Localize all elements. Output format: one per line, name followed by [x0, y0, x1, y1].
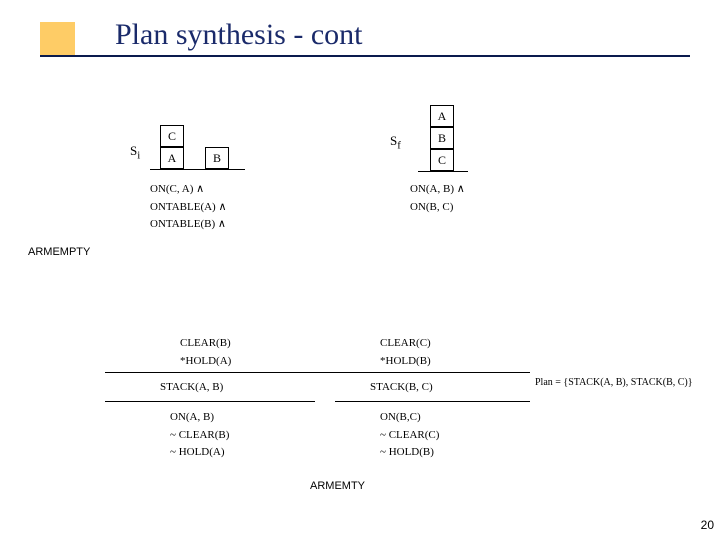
right-below: ON(B,C) ~ CLEAR(C) ~ HOLD(B): [380, 409, 439, 462]
hr-top: [105, 372, 530, 373]
plan-text: Plan = {STACK(A, B), STACK(B, C)}: [535, 377, 693, 388]
left-below-2: ~ CLEAR(B): [170, 427, 229, 445]
armempty-label: ARMEMPTY: [28, 246, 90, 258]
left-action: STACK(A, B): [160, 379, 223, 397]
si-pred-2: ONTABLE(A) ∧: [150, 199, 227, 217]
block-b: B: [205, 147, 229, 169]
page-number: 20: [701, 518, 714, 532]
right-above-1: CLEAR(C): [380, 335, 431, 353]
left-below-1: ON(A, B): [170, 409, 229, 427]
left-below: ON(A, B) ~ CLEAR(B) ~ HOLD(A): [170, 409, 229, 462]
hr-left-bottom: [105, 401, 315, 402]
sf-label: Sf: [390, 133, 401, 152]
left-above-1: CLEAR(B): [180, 335, 231, 353]
page-title: Plan synthesis - cont: [115, 18, 363, 52]
block-c2: C: [430, 149, 454, 171]
sf-pred-2: ON(B, C): [410, 199, 465, 217]
right-below-1: ON(B,C): [380, 409, 439, 427]
block-a2: A: [430, 105, 454, 127]
si-pred-1: ON(C, A) ∧: [150, 181, 227, 199]
sf-sub: f: [397, 140, 401, 152]
header-accent: [40, 22, 75, 57]
block-b2: B: [430, 127, 454, 149]
left-below-3: ~ HOLD(A): [170, 444, 229, 462]
right-above-2: *HOLD(B): [380, 353, 431, 371]
left-above-2: *HOLD(A): [180, 353, 231, 371]
sf-ground: [418, 171, 468, 172]
si-preds: ON(C, A) ∧ ONTABLE(A) ∧ ONTABLE(B) ∧: [150, 181, 227, 234]
right-below-2: ~ CLEAR(C): [380, 427, 439, 445]
si-label: Si: [130, 143, 140, 162]
si-ground: [150, 169, 245, 170]
right-above: CLEAR(C) *HOLD(B): [380, 335, 431, 370]
si-sub: i: [137, 150, 140, 162]
right-below-3: ~ HOLD(B): [380, 444, 439, 462]
sf-pred-1: ON(A, B) ∧: [410, 181, 465, 199]
block-c: C: [160, 125, 184, 147]
sf-preds: ON(A, B) ∧ ON(B, C): [410, 181, 465, 216]
block-a: A: [160, 147, 184, 169]
armemty-label: ARMEMTY: [310, 480, 365, 492]
header-rule: [40, 55, 690, 57]
si-pred-3: ONTABLE(B) ∧: [150, 216, 227, 234]
right-action: STACK(B, C): [370, 379, 433, 397]
hr-right-bottom: [335, 401, 530, 402]
left-above: CLEAR(B) *HOLD(A): [180, 335, 231, 370]
